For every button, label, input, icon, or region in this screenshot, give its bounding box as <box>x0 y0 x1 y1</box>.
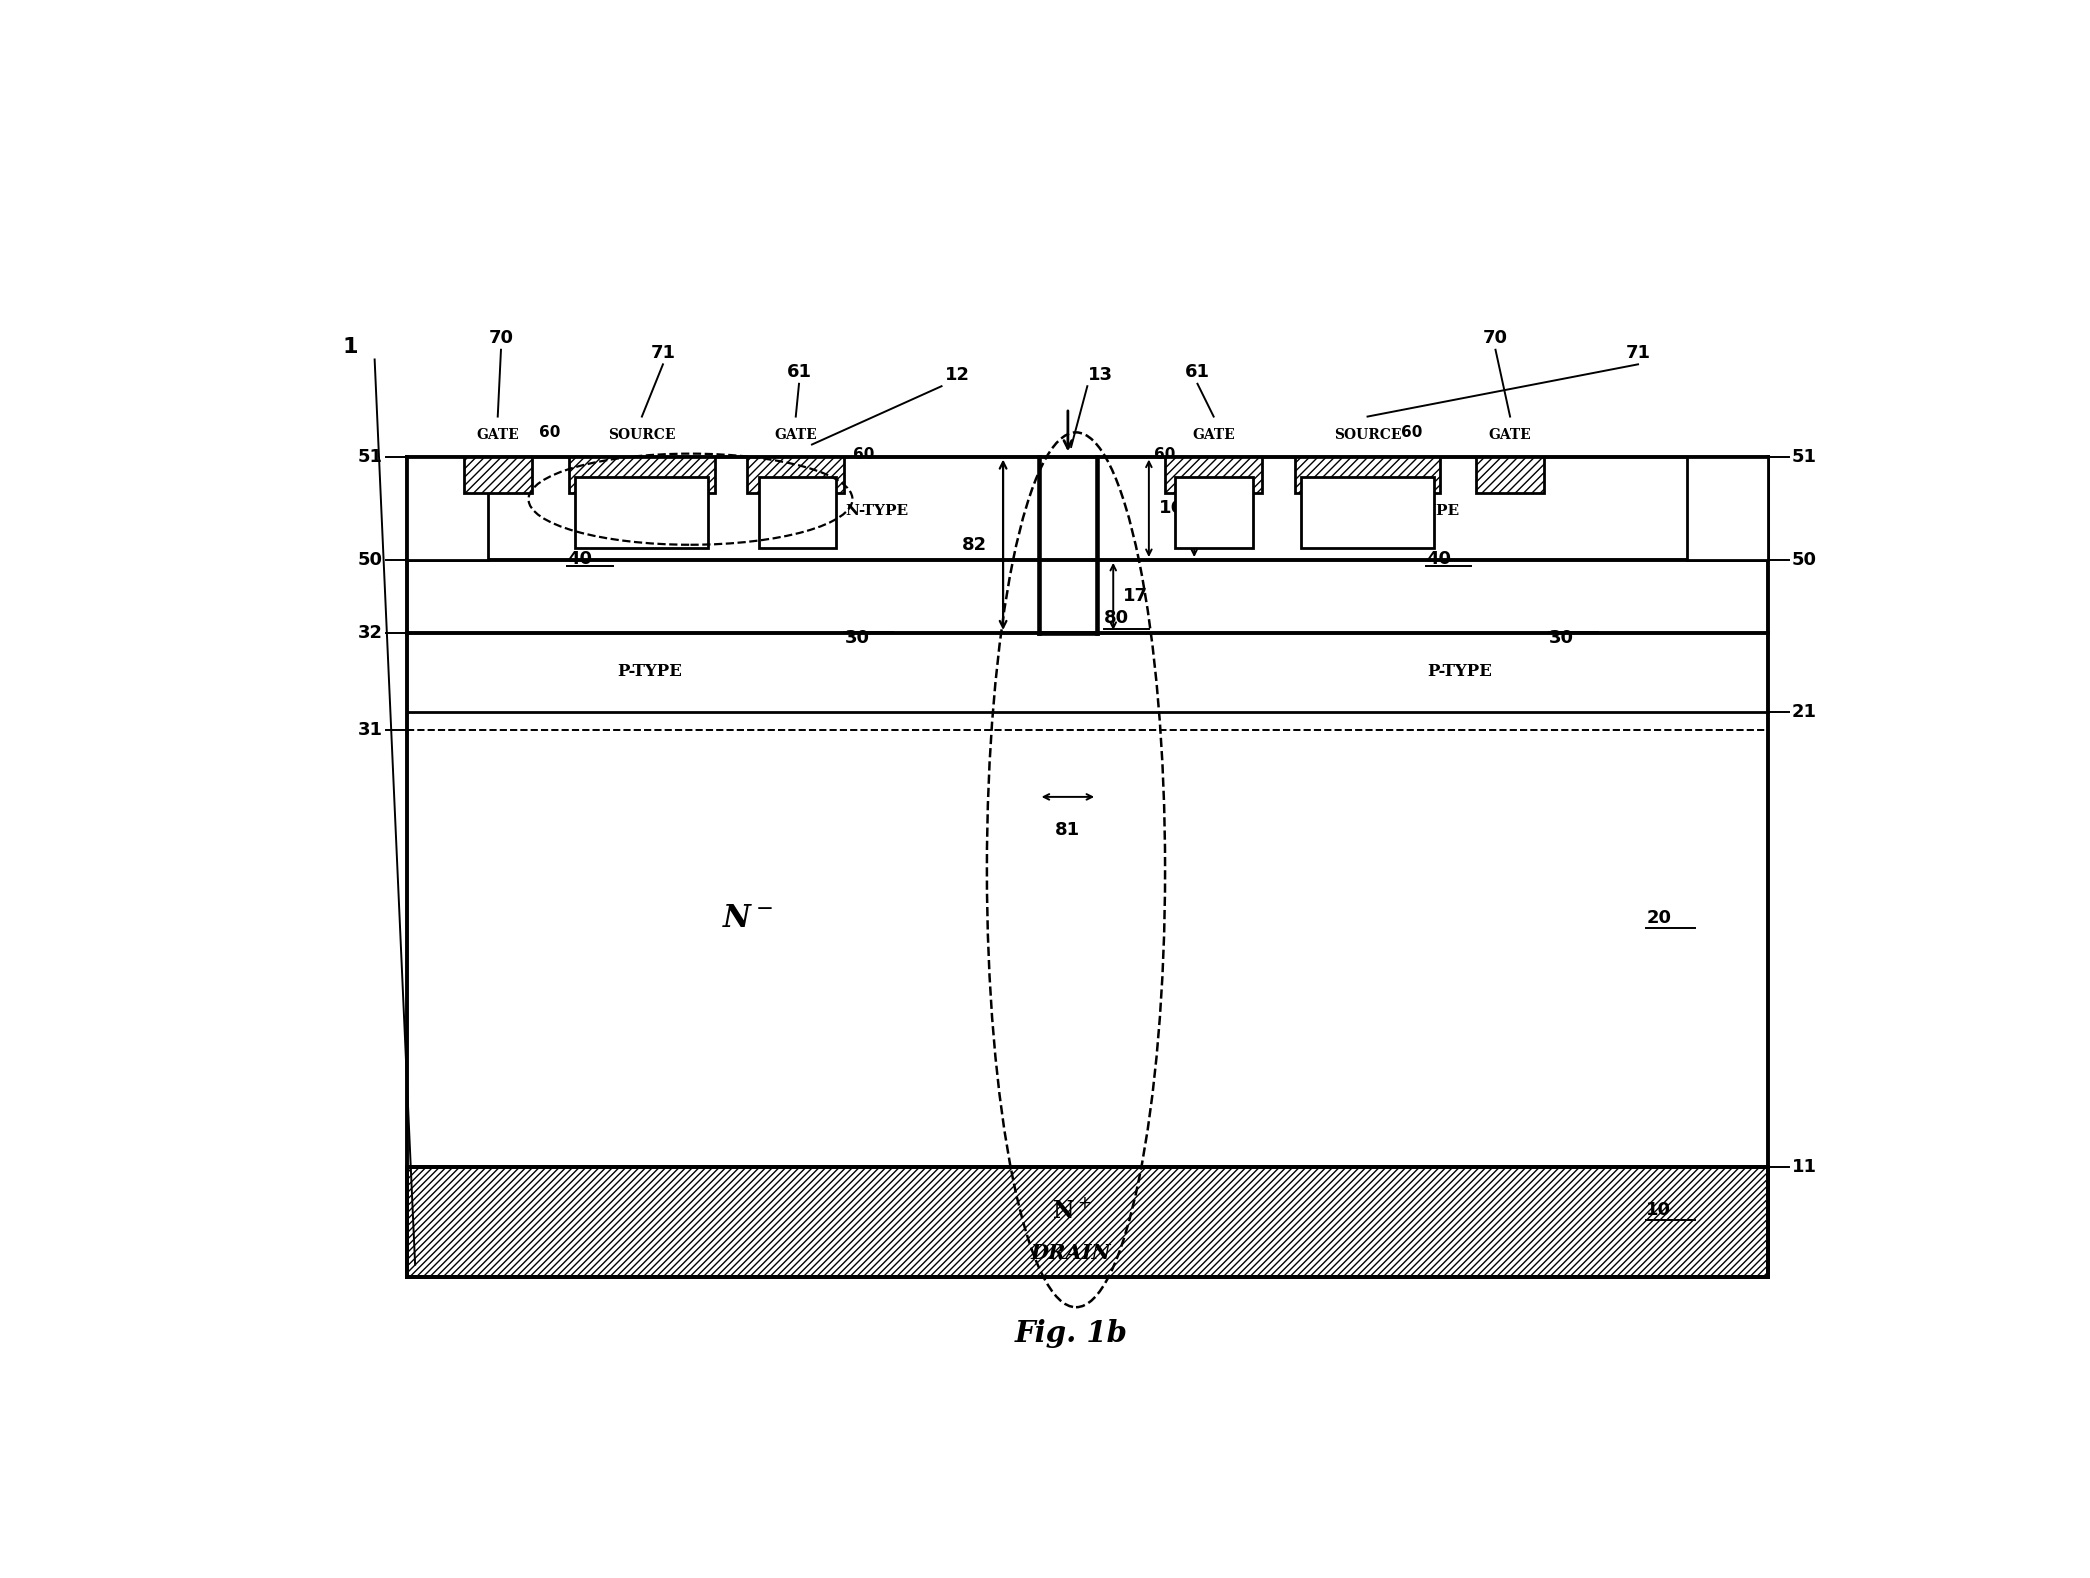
Text: 11: 11 <box>1791 1158 1816 1177</box>
Bar <box>1294 456 1440 492</box>
Text: N-TYPE: N-TYPE <box>1396 505 1459 518</box>
Text: 70: 70 <box>489 330 514 347</box>
Text: 50: 50 <box>1791 551 1816 570</box>
Text: 82: 82 <box>961 537 986 554</box>
Text: GATE: GATE <box>1191 428 1235 442</box>
Bar <box>748 456 844 492</box>
Bar <box>408 456 489 560</box>
Text: 32: 32 <box>357 623 382 642</box>
Text: DRAIN: DRAIN <box>1030 1242 1112 1262</box>
Text: GATE: GATE <box>477 428 518 442</box>
Text: P$^+$: P$^+$ <box>435 500 460 518</box>
Bar <box>464 456 531 492</box>
Text: 30: 30 <box>844 630 869 647</box>
Text: 51: 51 <box>1791 448 1816 466</box>
Text: Fig. 1b: Fig. 1b <box>1014 1319 1129 1349</box>
Text: 13: 13 <box>1087 366 1112 383</box>
Text: 31: 31 <box>357 721 382 739</box>
Text: 50: 50 <box>357 551 382 570</box>
Text: 60: 60 <box>853 447 874 462</box>
Text: 12: 12 <box>945 366 970 383</box>
Text: SOURCE: SOURCE <box>1333 428 1400 442</box>
Text: GATE: GATE <box>775 428 817 442</box>
Text: 71: 71 <box>1626 344 1651 361</box>
Text: N-TYPE: N-TYPE <box>844 505 909 518</box>
Text: 10: 10 <box>1647 1201 1672 1220</box>
Text: 61: 61 <box>786 363 811 382</box>
Text: GATE: GATE <box>1488 428 1532 442</box>
Text: N$^+$: N$^+$ <box>1051 1198 1091 1223</box>
Bar <box>408 1168 1768 1277</box>
Text: P-TYPE: P-TYPE <box>1427 663 1492 680</box>
Text: 61: 61 <box>1185 363 1210 382</box>
Bar <box>1175 477 1252 548</box>
Text: 71: 71 <box>650 344 675 361</box>
Text: P-TYPE: P-TYPE <box>617 663 683 680</box>
Text: 17: 17 <box>1122 587 1147 606</box>
Text: 40: 40 <box>1425 549 1450 568</box>
Bar <box>1164 456 1262 492</box>
Text: N$^-$: N$^-$ <box>721 903 773 934</box>
Text: 80: 80 <box>1104 609 1129 626</box>
Text: 40: 40 <box>566 549 591 568</box>
Text: P$^+$: P$^+$ <box>1716 500 1739 518</box>
Text: 51: 51 <box>357 448 382 466</box>
Text: P$^+$: P$^+$ <box>786 503 809 521</box>
Text: 18: 18 <box>1204 510 1229 527</box>
Bar <box>575 477 709 548</box>
Bar <box>1687 456 1768 560</box>
Text: 60: 60 <box>1400 424 1421 440</box>
Text: 20: 20 <box>1647 909 1672 928</box>
Bar <box>1302 477 1434 548</box>
Text: N$^+$: N$^+$ <box>1354 503 1381 522</box>
Text: 60: 60 <box>1154 447 1177 462</box>
Text: SOURCE: SOURCE <box>608 428 675 442</box>
Text: 1: 1 <box>343 338 357 357</box>
Bar <box>759 477 836 548</box>
Text: 70: 70 <box>1484 330 1509 347</box>
Text: 30: 30 <box>1549 630 1574 647</box>
Text: 21: 21 <box>1791 702 1816 721</box>
Text: 60: 60 <box>539 424 560 440</box>
Bar <box>1476 456 1545 492</box>
Text: P$^+$: P$^+$ <box>1202 503 1225 521</box>
Text: 16: 16 <box>1158 499 1183 518</box>
Text: N$^+$: N$^+$ <box>627 503 656 522</box>
Bar <box>568 456 715 492</box>
Text: 81: 81 <box>1055 821 1081 839</box>
